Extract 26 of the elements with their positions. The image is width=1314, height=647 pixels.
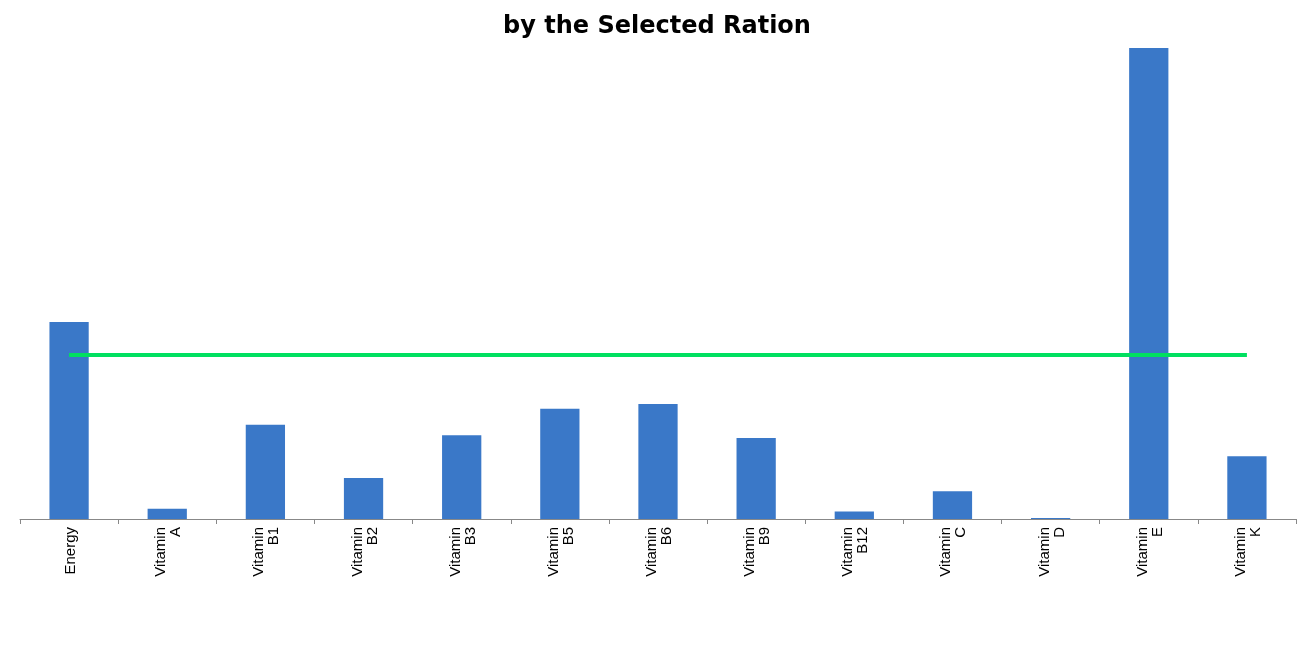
bar — [245, 424, 286, 519]
x-tick-label: Vitamin B12 — [838, 527, 871, 577]
bar — [834, 511, 874, 519]
bar — [1129, 48, 1169, 519]
bar — [932, 491, 973, 519]
x-tick-label: Vitamin A — [151, 527, 184, 577]
x-tick-label: Energy — [60, 526, 78, 575]
x-tick-label: Vitamin B2 — [347, 527, 380, 577]
x-tick-label: Vitamin B5 — [543, 527, 576, 577]
bar — [638, 404, 678, 519]
x-tick-label: Vitamin B9 — [740, 527, 773, 577]
x-tick-label: Vitamin K — [1230, 527, 1263, 577]
bar — [1227, 456, 1267, 519]
bar — [540, 408, 580, 519]
x-tick-label: Vitamin B3 — [445, 527, 478, 577]
chart-title: by the Selected Ration — [503, 11, 811, 39]
x-tick-label: Vitamin B1 — [249, 527, 282, 577]
x-tick-label: Vitamin D — [1034, 526, 1067, 577]
x-tick-label: Vitamin C — [936, 526, 969, 577]
bar — [343, 478, 384, 519]
x-tick-label: Vitamin E — [1132, 527, 1165, 577]
bar — [442, 435, 482, 519]
bar — [736, 437, 776, 519]
bar — [147, 508, 187, 519]
bar — [49, 322, 89, 519]
x-tick-label: Vitamin B6 — [642, 527, 674, 577]
